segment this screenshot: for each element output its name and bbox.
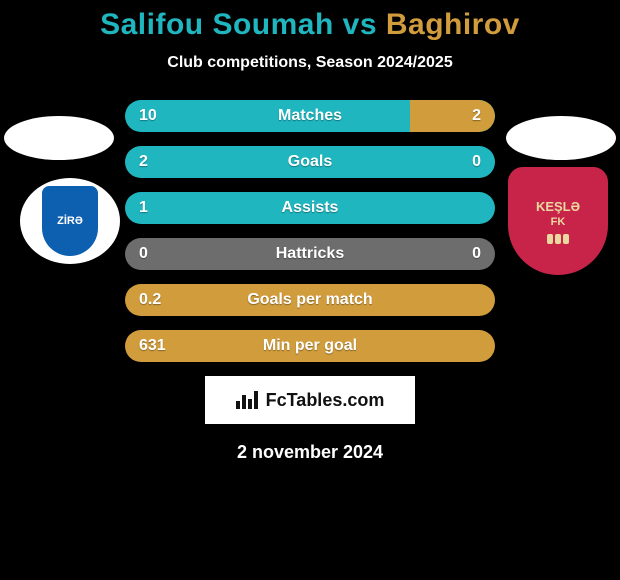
stat-row: 102Matches bbox=[125, 100, 495, 132]
subtitle: Club competitions, Season 2024/2025 bbox=[0, 54, 620, 72]
player1-club-logo: ZİRƏ bbox=[20, 178, 120, 264]
club-right-label: KEŞLƏ bbox=[536, 199, 580, 214]
title-player2: Baghirov bbox=[386, 8, 520, 41]
stat-row: 0.2Goals per match bbox=[125, 284, 495, 316]
stat-label: Goals per match bbox=[125, 284, 495, 316]
club-right-sub: FK bbox=[551, 216, 566, 228]
stat-label: Matches bbox=[125, 100, 495, 132]
fctables-icon bbox=[236, 391, 258, 409]
player1-avatar-placeholder bbox=[4, 116, 114, 160]
stat-label: Min per goal bbox=[125, 330, 495, 362]
stat-row: 00Hattricks bbox=[125, 238, 495, 270]
stat-row: 631Min per goal bbox=[125, 330, 495, 362]
stat-label: Goals bbox=[125, 146, 495, 178]
stat-row: 20Goals bbox=[125, 146, 495, 178]
player2-avatar-placeholder bbox=[506, 116, 616, 160]
stat-label: Hattricks bbox=[125, 238, 495, 270]
club-left-label: ZİRƏ bbox=[42, 186, 98, 256]
stat-bars: 102Matches 20Goals 1Assists 00Hattricks 0.2G… bbox=[125, 100, 495, 362]
fctables-text: FcTables.com bbox=[266, 390, 385, 411]
date: 2 november 2024 bbox=[0, 442, 620, 463]
title-player1: Salifou Soumah bbox=[100, 8, 334, 41]
stat-label: Assists bbox=[125, 192, 495, 224]
page-title: Salifou Soumah vs Baghirov bbox=[0, 8, 620, 42]
fctables-badge: FcTables.com bbox=[205, 376, 415, 424]
title-vs: vs bbox=[334, 8, 386, 41]
stat-row: 1Assists bbox=[125, 192, 495, 224]
player2-club-logo: KEŞLƏ FK bbox=[508, 178, 608, 264]
crest-decor bbox=[547, 234, 569, 244]
